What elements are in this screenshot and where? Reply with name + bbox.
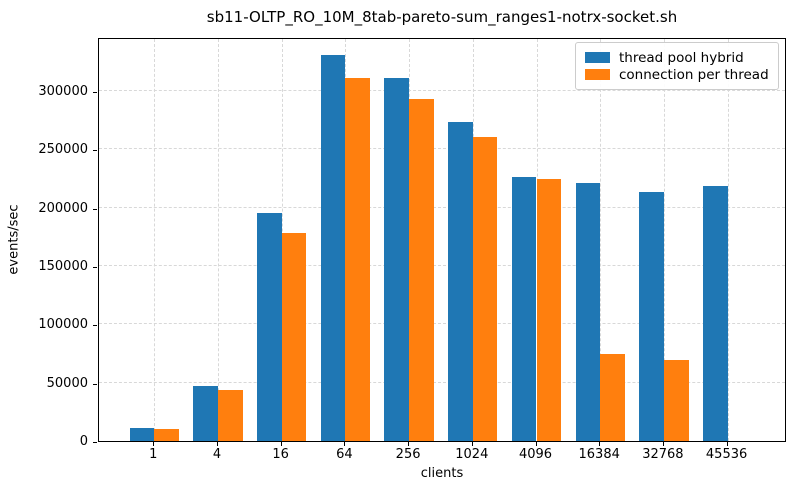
bar-thread-pool-hybrid-1024: [448, 121, 473, 441]
x-tick-mark: [153, 442, 155, 446]
gridline-vertical: [727, 39, 729, 441]
bar-connection-per-thread-4096: [536, 179, 562, 441]
bar-thread-pool-hybrid-1: [129, 427, 155, 441]
y-tick-mark: [93, 150, 97, 152]
x-tick-mark: [599, 442, 601, 446]
y-tick-mark: [93, 92, 97, 93]
y-tick-mark: [93, 267, 97, 268]
y-tick-label: 300000: [38, 84, 88, 99]
gridline-vertical: [154, 39, 156, 441]
y-tick-mark: [93, 383, 97, 385]
bar-thread-pool-hybrid-16384: [575, 183, 601, 441]
x-tick-label: 16: [272, 447, 289, 462]
legend: thread pool hybrid connection per thread: [575, 42, 779, 90]
y-tick-mark: [93, 442, 97, 443]
chart-title: sb11-OLTP_RO_10M_8tab-pareto-sum_ranges1…: [206, 8, 678, 26]
bar-thread-pool-hybrid-4096: [511, 177, 537, 441]
x-tick-mark: [280, 442, 282, 446]
bar-connection-per-thread-256: [409, 99, 434, 441]
bar-thread-pool-hybrid-256: [384, 77, 410, 441]
y-tick-label: 50000: [46, 375, 88, 391]
bar-thread-pool-hybrid-16: [257, 212, 282, 441]
x-tick-mark: [471, 442, 473, 446]
legend-entry-thread-pool-hybrid: thread pool hybrid: [585, 49, 769, 66]
y-tick-label: 0: [79, 434, 88, 449]
legend-swatch-connection-per-thread: [585, 69, 610, 80]
legend-label-thread-pool-hybrid: thread pool hybrid: [619, 49, 744, 66]
x-tick-mark: [217, 442, 218, 446]
x-tick-label: 16384: [578, 447, 620, 462]
bar-connection-per-thread-16: [281, 232, 307, 441]
bar-connection-per-thread-4: [218, 389, 243, 441]
bar-connection-per-thread-32768: [663, 359, 689, 441]
gridline-vertical: [600, 39, 602, 441]
gridline-horizontal: [99, 323, 785, 325]
x-tick-mark: [662, 442, 664, 446]
x-tick-label: 32768: [642, 447, 684, 462]
gridline-vertical: [663, 39, 665, 441]
x-tick-mark: [535, 442, 537, 446]
x-axis-label: clients: [420, 466, 464, 481]
gridline-horizontal: [99, 90, 785, 91]
gridline-horizontal: [99, 381, 785, 383]
y-tick-label: 100000: [38, 317, 88, 333]
x-tick-label: 64: [336, 447, 353, 462]
y-tick-label: 250000: [38, 142, 88, 158]
legend-label-connection-per-thread: connection per thread: [619, 66, 769, 83]
x-tick-label: 45536: [705, 447, 748, 462]
plot-area: [98, 38, 786, 442]
bar-thread-pool-hybrid-45536: [702, 186, 728, 441]
x-tick-label: 1: [149, 447, 158, 462]
bar-connection-per-thread-1: [154, 428, 179, 441]
x-tick-label: 4096: [518, 447, 553, 462]
x-tick-label: 4: [212, 447, 222, 462]
x-tick-mark: [408, 442, 410, 446]
bar-thread-pool-hybrid-64: [320, 55, 346, 441]
x-tick-label: 256: [395, 447, 421, 462]
bar-connection-per-thread-16384: [600, 354, 625, 441]
y-tick-label: 150000: [38, 259, 88, 274]
bar-connection-per-thread-64: [345, 78, 371, 441]
gridline-horizontal: [99, 206, 785, 208]
legend-entry-connection-per-thread: connection per thread: [585, 66, 769, 83]
gridline-horizontal: [99, 265, 785, 266]
gridline-horizontal: [99, 148, 785, 150]
bar-thread-pool-hybrid-4: [193, 385, 218, 441]
y-axis-label: events/sec: [6, 204, 22, 275]
y-tick-label: 200000: [38, 200, 88, 216]
bar-thread-pool-hybrid-32768: [639, 191, 664, 441]
y-tick-mark: [93, 208, 97, 210]
legend-swatch-thread-pool-hybrid: [585, 52, 610, 63]
x-tick-mark: [344, 442, 346, 446]
y-tick-mark: [93, 325, 97, 327]
x-tick-label: 1024: [455, 447, 489, 462]
gridline-vertical: [218, 39, 219, 441]
bar-connection-per-thread-1024: [472, 137, 498, 441]
x-tick-mark: [726, 442, 728, 446]
